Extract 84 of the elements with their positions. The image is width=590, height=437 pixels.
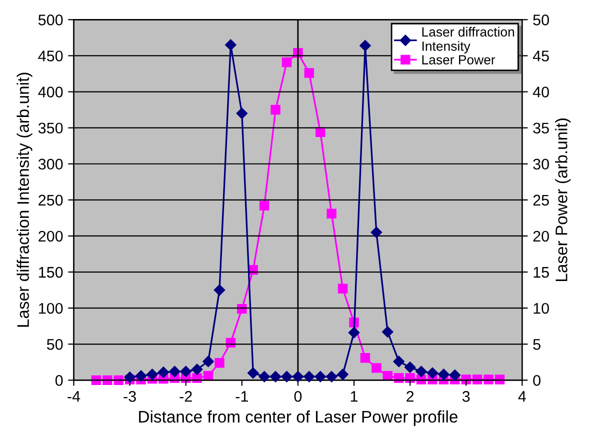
y2-tick-label: 25 xyxy=(533,194,549,206)
point xyxy=(270,104,280,115)
point xyxy=(236,108,248,120)
point xyxy=(404,362,416,373)
point xyxy=(135,370,147,382)
point xyxy=(405,373,415,383)
y2-tick-label: 35 xyxy=(533,122,549,134)
point xyxy=(248,367,259,379)
legend-label: Laser diffraction Intensity xyxy=(422,26,514,54)
y-tick-label: 150 xyxy=(39,266,63,278)
point xyxy=(314,370,326,382)
point xyxy=(192,373,202,383)
x-tick-label: -1 xyxy=(236,391,248,402)
point xyxy=(484,374,494,384)
point xyxy=(214,358,224,368)
x-tick-label: 4 xyxy=(518,391,526,402)
point xyxy=(281,370,292,382)
x-tick-label: -3 xyxy=(124,391,136,402)
point xyxy=(124,372,136,383)
point xyxy=(494,374,505,384)
point xyxy=(259,200,270,211)
point xyxy=(214,284,226,296)
point xyxy=(393,356,404,368)
point xyxy=(292,370,304,382)
point xyxy=(326,370,338,382)
point xyxy=(372,363,382,373)
y-tick-label: 250 xyxy=(38,194,63,206)
point xyxy=(169,366,180,378)
y-tick-label: 400 xyxy=(38,86,63,98)
point xyxy=(304,68,314,78)
point xyxy=(338,284,348,294)
point xyxy=(461,374,471,384)
y-tick-label: 200 xyxy=(38,230,63,242)
point xyxy=(394,373,404,383)
point xyxy=(360,40,371,52)
y2-tick-label: 10 xyxy=(534,302,549,314)
y2-tick-label: 15 xyxy=(534,267,549,278)
y2-tick-label: 20 xyxy=(533,230,549,242)
y-tick-label: 50 xyxy=(46,339,63,350)
point xyxy=(472,374,482,384)
point xyxy=(438,368,450,380)
y-axis-title: Laser diffraction Intensity (arb.unit) xyxy=(16,72,32,327)
y-tick-label: 300 xyxy=(38,158,63,170)
y2-tick-label: 30 xyxy=(533,158,549,170)
y-tick-label: 0 xyxy=(55,375,63,386)
point xyxy=(158,366,170,378)
y2-tick-label: 45 xyxy=(532,50,549,62)
y2-tick-label: 50 xyxy=(533,14,549,26)
y2-tick-label: 40 xyxy=(532,86,549,98)
x-tick-label: 0 xyxy=(294,391,302,402)
x-axis-title: Distance from center of Laser Power profile xyxy=(139,410,458,426)
y-tick-label: 100 xyxy=(39,302,63,314)
legend-label: Laser Power xyxy=(422,55,496,64)
point xyxy=(360,352,370,363)
point xyxy=(282,57,292,68)
point xyxy=(416,366,427,378)
x-tick-label: -4 xyxy=(68,391,80,402)
x-tick-label: 3 xyxy=(462,391,470,402)
point xyxy=(449,370,460,381)
y2-tick-label: 5 xyxy=(533,339,540,350)
point xyxy=(237,304,247,314)
y-tick-label: 500 xyxy=(38,14,63,26)
point xyxy=(191,364,203,375)
point xyxy=(382,326,394,338)
y2-axis-title: Laser Power (arb.unit) xyxy=(555,118,571,281)
x-tick-label: -2 xyxy=(180,391,192,402)
point xyxy=(304,370,315,382)
point xyxy=(426,367,438,379)
point xyxy=(270,370,282,382)
point xyxy=(146,368,158,380)
point xyxy=(370,226,382,238)
y-tick-label: 350 xyxy=(38,122,63,134)
point xyxy=(258,370,270,382)
point xyxy=(326,208,336,218)
point xyxy=(337,368,348,380)
y-tick-label: 450 xyxy=(38,50,63,62)
y2-tick-label: 0 xyxy=(533,375,540,386)
x-tick-label: 2 xyxy=(406,391,414,402)
point xyxy=(202,356,214,368)
point xyxy=(225,39,236,51)
x-tick-label: 1 xyxy=(350,391,358,402)
point xyxy=(114,375,124,386)
point xyxy=(180,366,192,378)
point xyxy=(348,326,360,338)
